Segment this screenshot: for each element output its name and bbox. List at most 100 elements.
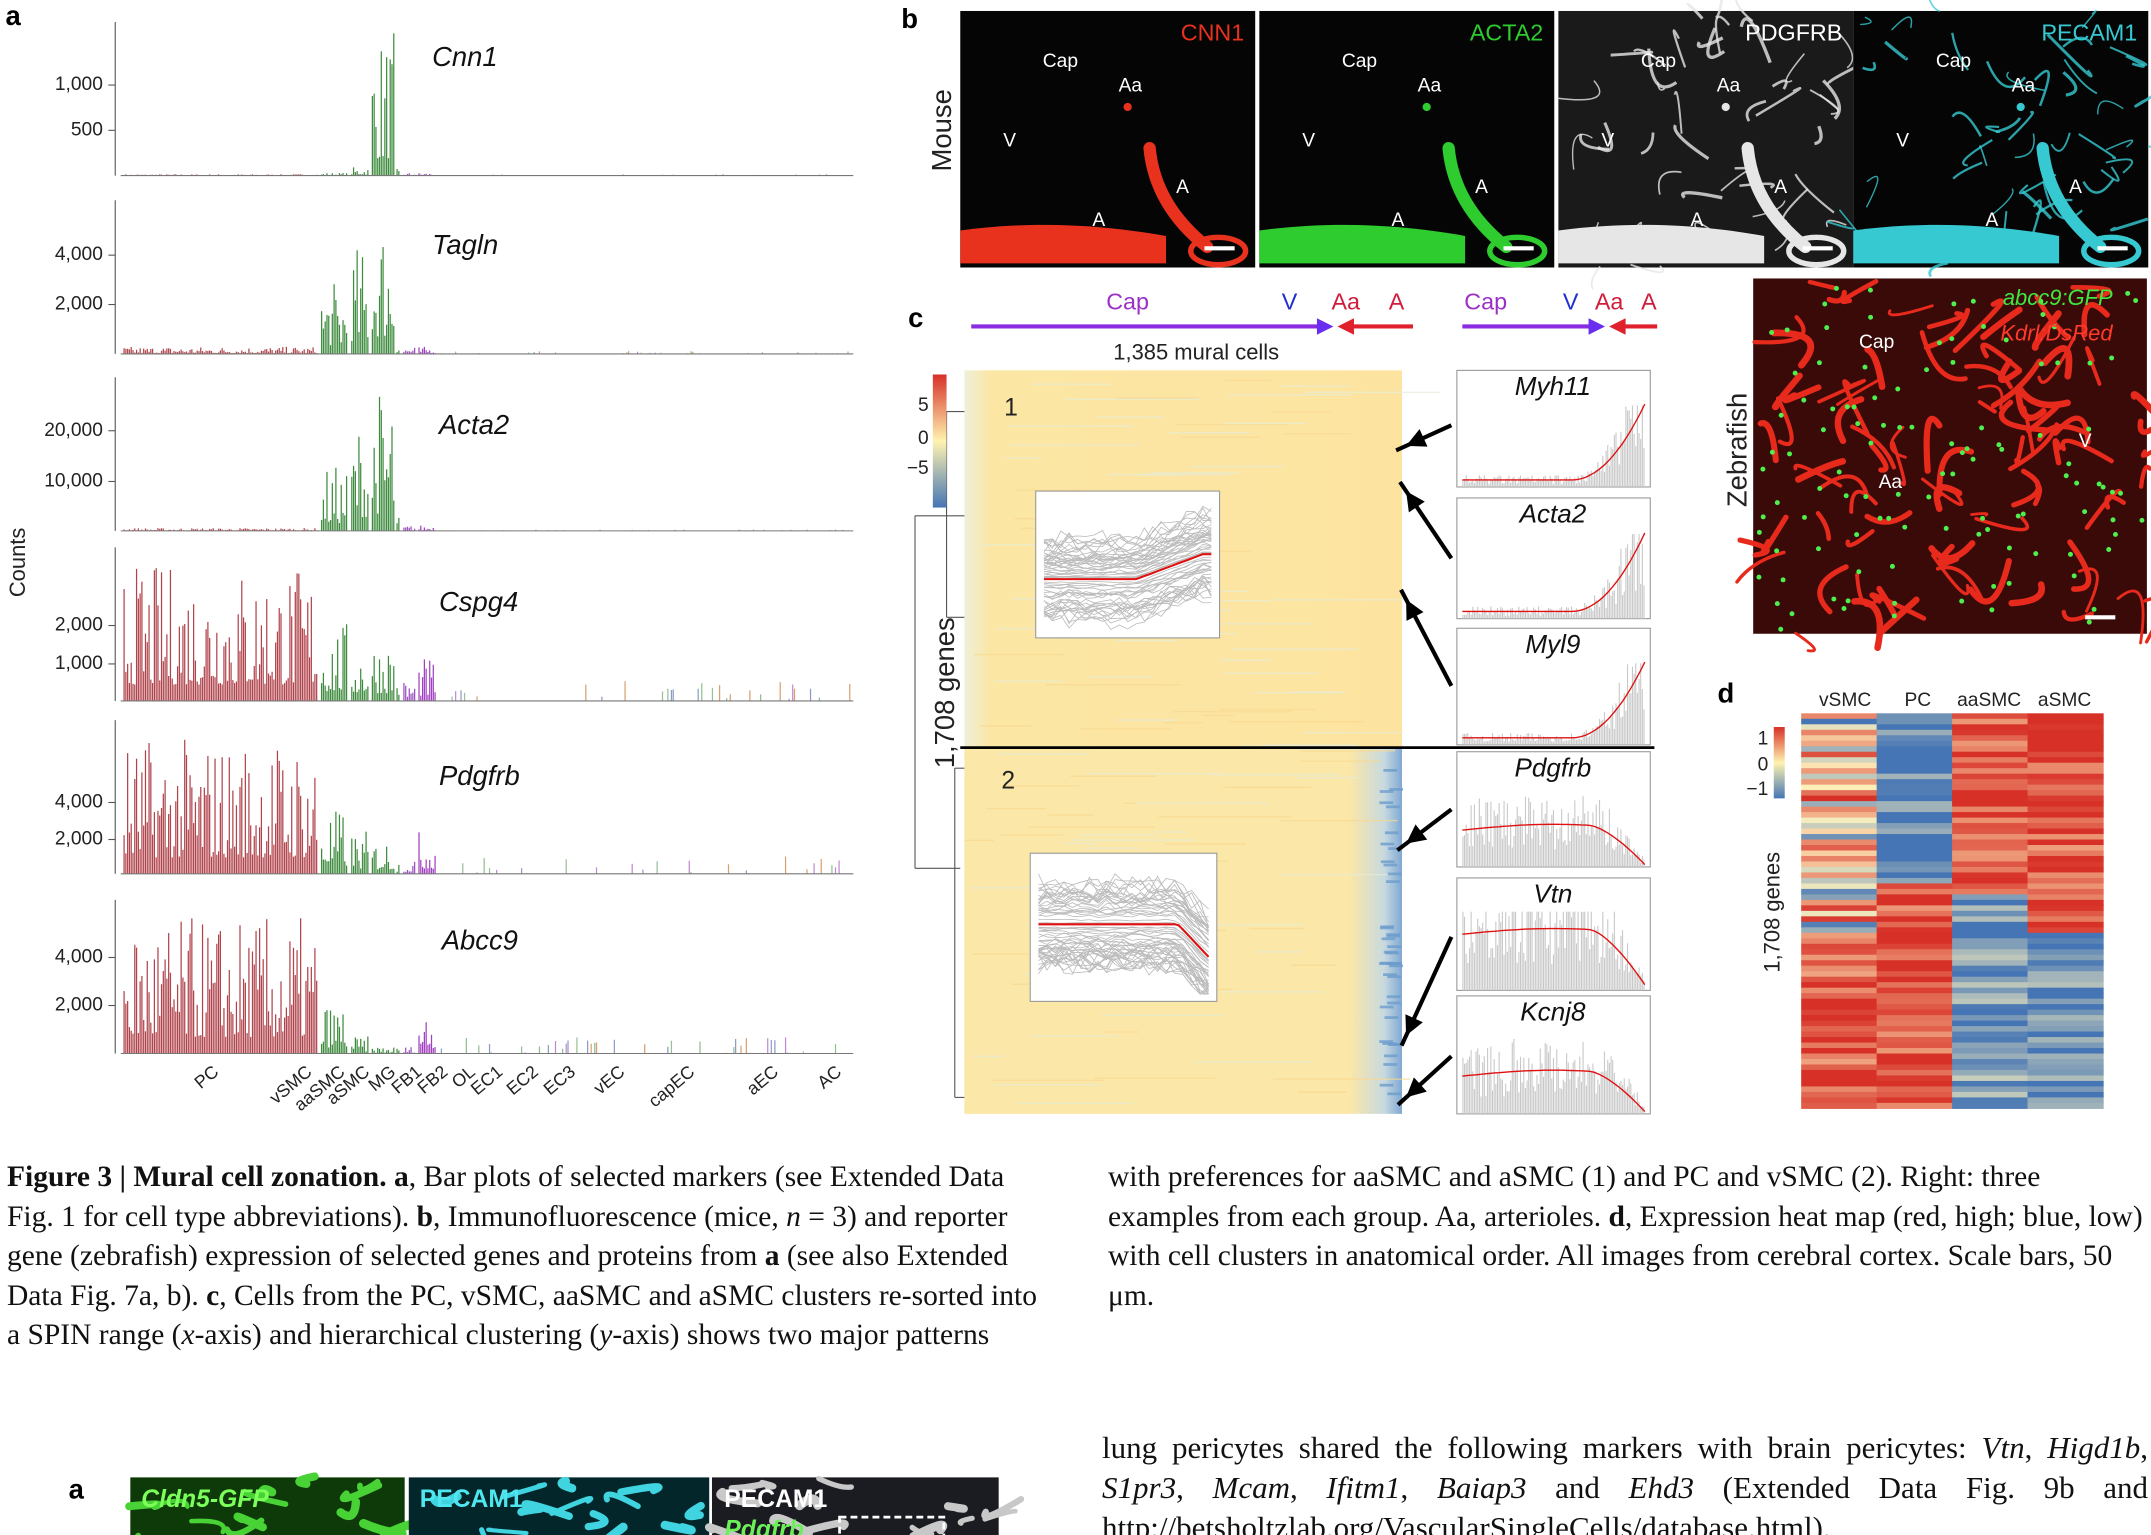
bar-decoration <box>128 529 131 531</box>
example-bar <box>1508 916 1510 991</box>
bar-decoration <box>361 257 364 354</box>
bar-decoration <box>345 476 348 531</box>
bar-decoration <box>312 991 314 1054</box>
pericyte <box>1886 515 1892 521</box>
example-bar <box>1538 606 1540 619</box>
bar-decoration <box>380 51 382 176</box>
bar-decoration <box>328 521 330 531</box>
heatmap-cell <box>1801 850 1878 857</box>
heatmap-streak <box>1297 1091 1348 1093</box>
bar-decoration <box>221 684 223 701</box>
bar-decoration <box>146 529 148 531</box>
bar-decoration <box>371 96 373 176</box>
vessel <box>2062 71 2078 97</box>
heatmap-streak <box>1389 964 1403 968</box>
example-bar <box>1472 606 1474 619</box>
inset-trace <box>1038 904 1209 940</box>
cell-count: 1,385 mural cells <box>1113 340 1279 365</box>
bar-decoration <box>209 528 211 531</box>
heatmap-cell <box>1801 1004 1878 1011</box>
example-bar <box>1641 543 1643 619</box>
bar-decoration <box>207 621 209 701</box>
example-bar <box>1543 736 1545 745</box>
vessel <box>1860 16 1872 26</box>
example-bar <box>1539 734 1541 745</box>
text-run: -axis) shows two major patterns with pre… <box>612 1161 2041 1352</box>
heatmap-cell <box>2027 982 2104 989</box>
bar-decoration <box>312 681 314 701</box>
vessel <box>2041 345 2073 380</box>
arrow-head <box>1406 491 1425 513</box>
inset-trace <box>1038 932 1209 968</box>
example-bar <box>1613 434 1615 487</box>
inset-trace <box>1038 953 1209 995</box>
heatmap-cell <box>1876 834 1953 841</box>
example-bar <box>1500 606 1502 619</box>
example-bar <box>1630 693 1632 745</box>
bar-decoration <box>382 671 384 701</box>
bar-decoration <box>331 1044 333 1054</box>
bar-decoration <box>155 352 157 354</box>
bar-decoration <box>774 1040 776 1054</box>
bar-decoration <box>219 528 221 531</box>
bar-decoration <box>414 688 416 701</box>
example-bar <box>1500 823 1502 867</box>
heatmap-cell <box>2027 1075 2104 1082</box>
bar-decoration <box>191 174 193 176</box>
pericyte <box>1976 531 1982 537</box>
vessel <box>1640 132 1655 155</box>
vessel <box>486 1527 529 1535</box>
bar-decoration <box>380 259 382 354</box>
example-bar <box>1501 733 1503 745</box>
example-bar <box>1613 911 1615 991</box>
bar-decoration <box>173 684 175 701</box>
bar-decoration <box>166 174 168 176</box>
example-bar <box>1610 595 1612 619</box>
heatmap-cell <box>2027 1069 2104 1077</box>
bar-decoration <box>335 811 337 874</box>
pericyte <box>1820 427 1826 433</box>
text-run: d <box>1608 1200 1625 1233</box>
vessel <box>357 1478 381 1493</box>
vessel <box>1442 141 1513 254</box>
bar-decoration <box>159 1015 161 1054</box>
pericyte <box>1789 611 1795 617</box>
bar-decoration <box>291 786 293 874</box>
bar-decoration <box>326 471 328 531</box>
heatmap-cell <box>2027 751 2104 758</box>
bar-decoration <box>337 316 339 354</box>
example-bar <box>1478 739 1480 745</box>
example-bar <box>1561 924 1563 991</box>
example-bar <box>1638 854 1640 867</box>
bar-decoration <box>692 351 694 354</box>
bar-decoration <box>203 666 205 701</box>
bar-decoration <box>412 692 414 701</box>
bar-decoration <box>225 352 227 354</box>
bar-decoration <box>403 682 405 701</box>
bar-decoration <box>305 529 307 531</box>
example-bar <box>1462 1057 1464 1114</box>
bar-decoration <box>201 351 204 354</box>
bar-decoration <box>329 822 332 874</box>
heatmap-cell <box>2027 872 2104 879</box>
heatmap-cell <box>1876 888 1953 895</box>
heatmap-streak <box>1383 769 1398 772</box>
heatmap-cell <box>1952 949 2029 956</box>
heatmap-cell <box>2027 993 2104 1000</box>
example-bar <box>1551 1078 1553 1114</box>
bar-decoration <box>386 846 388 874</box>
bar-decoration <box>296 950 298 1054</box>
bar-decoration <box>310 596 312 701</box>
example-bar <box>1485 802 1487 867</box>
heatmap-cell <box>1876 751 1953 758</box>
example-bar <box>1590 608 1592 619</box>
bar-decoration <box>628 351 630 354</box>
example-bar <box>1526 834 1528 867</box>
bar-decoration <box>340 1041 342 1054</box>
vessel <box>1794 173 1835 214</box>
example-bar <box>1508 845 1510 867</box>
bar-decoration <box>234 846 236 874</box>
heatmap-cell <box>1952 965 2029 972</box>
bar-decoration <box>367 851 369 874</box>
vessel <box>2042 181 2083 220</box>
